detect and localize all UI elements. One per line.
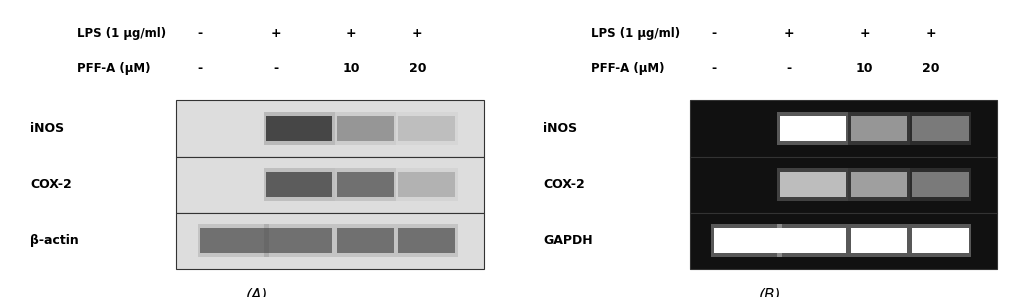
Bar [910, 168, 972, 201]
Bar [777, 224, 848, 257]
Bar [266, 228, 333, 253]
Text: -: - [711, 62, 716, 75]
Text: -: - [197, 62, 202, 75]
Text: -: - [197, 27, 202, 40]
Bar [264, 168, 335, 201]
Bar [398, 228, 455, 253]
Bar [396, 112, 458, 145]
Bar [690, 213, 997, 269]
Bar [200, 228, 266, 253]
Text: +: + [346, 27, 356, 40]
Bar [335, 112, 396, 145]
Text: -: - [273, 62, 278, 75]
Text: 10: 10 [855, 62, 874, 75]
Text: -: - [787, 62, 792, 75]
Bar [335, 224, 396, 257]
Bar [177, 100, 484, 157]
Bar [777, 168, 848, 201]
Text: +: + [270, 27, 281, 40]
Bar [396, 168, 458, 201]
Bar [777, 112, 848, 145]
Text: iNOS: iNOS [543, 122, 577, 135]
Text: PFF-A (μM): PFF-A (μM) [591, 62, 664, 75]
Bar [850, 228, 907, 253]
Bar [266, 116, 333, 141]
Bar [850, 172, 907, 197]
Text: +: + [925, 27, 937, 40]
Text: LPS (1 μg/ml): LPS (1 μg/ml) [77, 27, 166, 40]
Bar [690, 100, 997, 157]
Text: GAPDH: GAPDH [543, 234, 594, 247]
Bar [398, 116, 455, 141]
Text: β-actin: β-actin [30, 234, 79, 247]
Bar [264, 112, 335, 145]
Bar [398, 172, 455, 197]
Bar [912, 116, 968, 141]
Bar [910, 224, 972, 257]
Bar [264, 224, 335, 257]
Bar [779, 116, 846, 141]
Text: COX-2: COX-2 [30, 178, 72, 191]
Bar [912, 172, 968, 197]
Bar [910, 112, 972, 145]
Text: PFF-A (μM): PFF-A (μM) [77, 62, 151, 75]
Bar [779, 172, 846, 197]
Bar [711, 224, 783, 257]
Text: iNOS: iNOS [30, 122, 64, 135]
Text: (B): (B) [759, 287, 782, 297]
Bar [714, 228, 779, 253]
Bar [396, 224, 458, 257]
Text: +: + [412, 27, 423, 40]
Bar [850, 116, 907, 141]
Text: 20: 20 [922, 62, 940, 75]
Bar [848, 112, 910, 145]
Bar [779, 228, 846, 253]
Bar [848, 224, 910, 257]
Bar [848, 168, 910, 201]
Bar [335, 168, 396, 201]
Text: (A): (A) [245, 287, 268, 297]
Text: LPS (1 μg/ml): LPS (1 μg/ml) [591, 27, 680, 40]
Bar [337, 228, 393, 253]
Bar [690, 157, 997, 213]
Bar [197, 224, 269, 257]
Bar [337, 116, 393, 141]
Text: -: - [711, 27, 716, 40]
Bar [177, 213, 484, 269]
Bar [266, 172, 333, 197]
Bar [912, 228, 968, 253]
Bar [337, 172, 393, 197]
Text: +: + [784, 27, 795, 40]
Text: +: + [860, 27, 870, 40]
Text: COX-2: COX-2 [543, 178, 585, 191]
Text: 20: 20 [409, 62, 426, 75]
Text: 10: 10 [342, 62, 360, 75]
Bar [177, 157, 484, 213]
